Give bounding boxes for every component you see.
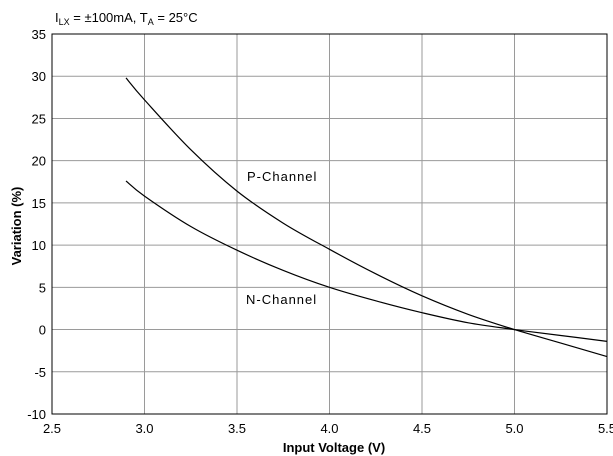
x-tick-label: 2.5	[43, 421, 61, 436]
y-tick-label: 30	[32, 69, 46, 84]
y-tick-label: -10	[27, 407, 46, 422]
x-tick-label: 3.0	[135, 421, 153, 436]
p-channel-label: P-Channel	[247, 169, 317, 184]
y-tick-label: 20	[32, 154, 46, 169]
x-tick-label: 5.0	[505, 421, 523, 436]
condition-label: ILX = ±100mA, TA = 25°C	[55, 10, 198, 27]
grid-lines	[51, 33, 608, 415]
y-tick-label: 5	[39, 280, 46, 295]
n-channel-line	[125, 180, 608, 342]
x-tick-label: 4.0	[320, 421, 338, 436]
series-lines	[125, 77, 608, 358]
x-tick-label: 5.5	[598, 421, 613, 436]
n-channel-label: N-Channel	[246, 292, 317, 307]
x-tick-label: 4.5	[413, 421, 431, 436]
y-tick-labels: -10 -5 0 5 10 15 20 25 30 35	[27, 27, 46, 422]
plot-frame	[51, 33, 608, 415]
y-tick-label: 25	[32, 111, 46, 126]
x-tick-labels: 2.5 3.0 3.5 4.0 4.5 5.0 5.5	[43, 421, 613, 436]
x-tick-label: 3.5	[228, 421, 246, 436]
y-axis-title: Variation (%)	[9, 187, 24, 266]
y-tick-label: -5	[34, 365, 46, 380]
y-tick-label: 10	[32, 238, 46, 253]
p-channel-line	[125, 77, 608, 358]
x-axis-title: Input Voltage (V)	[283, 440, 385, 455]
y-tick-label: 35	[32, 27, 46, 42]
y-tick-label: 0	[39, 323, 46, 338]
y-tick-label: 15	[32, 196, 46, 211]
